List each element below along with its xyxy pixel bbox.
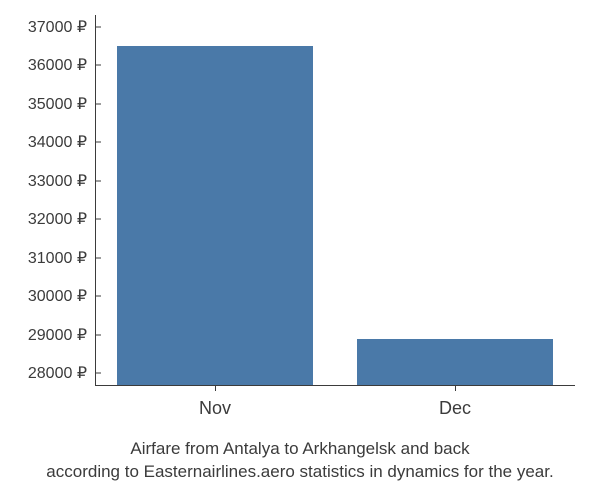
airfare-bar-chart: 28000 ₽ 29000 ₽ 30000 ₽ 31000 ₽ 32000 ₽ 33000… xyxy=(0,0,600,500)
y-tick-label: 37000 ₽ xyxy=(28,17,87,37)
bar-nov xyxy=(117,46,314,385)
x-label-dec: Dec xyxy=(439,398,471,419)
x-label-nov: Nov xyxy=(199,398,231,419)
x-axis-labels: Nov Dec xyxy=(95,392,575,422)
y-tick-label: 29000 ₽ xyxy=(28,325,87,345)
bar-dec xyxy=(357,339,554,385)
y-tick-label: 32000 ₽ xyxy=(28,209,87,229)
y-tick-label: 30000 ₽ xyxy=(28,286,87,306)
chart-caption: Airfare from Antalya to Arkhangelsk and … xyxy=(0,438,600,484)
caption-line-2: according to Easternairlines.aero statis… xyxy=(46,462,553,481)
plot-area xyxy=(95,15,575,385)
y-tick-label: 31000 ₽ xyxy=(28,248,87,268)
y-tick-label: 36000 ₽ xyxy=(28,55,87,75)
x-tick-mark xyxy=(455,385,456,391)
y-tick-label: 28000 ₽ xyxy=(28,363,87,383)
y-axis: 28000 ₽ 29000 ₽ 30000 ₽ 31000 ₽ 32000 ₽ 33000… xyxy=(0,15,95,385)
x-tick-mark xyxy=(215,385,216,391)
caption-line-1: Airfare from Antalya to Arkhangelsk and … xyxy=(130,439,469,458)
y-tick-label: 34000 ₽ xyxy=(28,132,87,152)
x-axis-line xyxy=(95,385,575,386)
y-tick-label: 35000 ₽ xyxy=(28,94,87,114)
y-tick-label: 33000 ₽ xyxy=(28,171,87,191)
